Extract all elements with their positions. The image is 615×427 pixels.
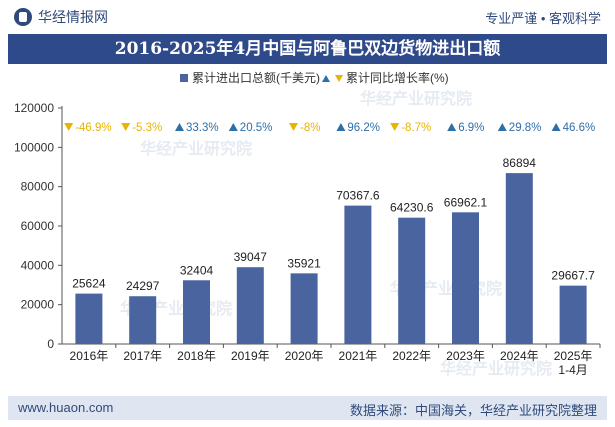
footer: www.huaon.com 数据来源：中国海关，华经产业研究院整理 (8, 396, 607, 420)
growth-rate-label: -8.7% (401, 122, 431, 134)
bar (183, 280, 210, 344)
bar (129, 296, 157, 344)
watermark-text: 华经产业研究院 (140, 139, 252, 158)
bar-value-label: 24297 (126, 279, 160, 293)
growth-labels: -46.9% -5.3% 33.3% 20.5% -8% 96.2% -8.7% 6.9% 29… (64, 122, 595, 134)
brand: 华经情报网 (14, 7, 108, 27)
growth-rate-label: -8% (300, 122, 320, 134)
growth-down-triangle-icon (64, 123, 74, 131)
top-bar: 华经情报网 专业严谨 • 客观科学 (0, 0, 615, 34)
growth-rate-label: 33.3% (186, 122, 219, 134)
bar-value-label: 25624 (72, 277, 106, 291)
x-tick-label: 2019年 (231, 349, 270, 363)
watermark-text: 华经产业研究院 (440, 359, 552, 378)
y-tick-label: 80000 (21, 180, 55, 194)
growth-rate-label: 96.2% (347, 122, 380, 134)
growth-down-triangle-icon (289, 123, 298, 131)
legend-bar-label: 累计进出口总额(千美元) (192, 71, 320, 85)
bar-value-label: 29667.7 (551, 269, 595, 283)
bar-value-label: 32404 (180, 263, 214, 277)
y-tick-label: 100000 (14, 140, 54, 154)
growth-up-triangle-icon (228, 123, 238, 131)
y-tick-label: 120000 (14, 101, 54, 115)
growth-rate-label: -5.3% (132, 122, 162, 134)
legend-down-triangle-icon (335, 75, 343, 82)
footer-website: www.huaon.com (18, 400, 114, 415)
legend-growth-label: 累计同比增长率(%) (346, 70, 449, 85)
growth-down-triangle-icon (121, 123, 131, 131)
bar-value-label: 66962.1 (444, 195, 488, 209)
growth-down-triangle-icon (390, 123, 400, 131)
tagline: 专业严谨 • 客观科学 (485, 11, 601, 26)
x-tick-label: 2024年 (500, 349, 539, 363)
x-tick-label: 2018年 (177, 349, 216, 363)
y-tick-label: 40000 (21, 258, 55, 272)
x-tick-label: 2021年 (339, 349, 378, 363)
bar (236, 267, 264, 344)
bar-value-label: 86894 (503, 156, 537, 170)
x-tick-label: 2017年 (123, 349, 162, 363)
growth-up-triangle-icon (551, 123, 561, 131)
legend-up-triangle-icon (322, 75, 330, 82)
bar (398, 217, 426, 344)
growth-rate-label: 46.6% (563, 122, 596, 134)
growth-up-triangle-icon (447, 123, 457, 131)
brand-logo-icon (14, 8, 32, 26)
chart-title: 2016-2025年4月中国与阿鲁巴双边货物进出口额 (8, 34, 607, 64)
growth-rate-label: 29.8% (509, 122, 542, 134)
y-tick-label: 60000 (21, 219, 55, 233)
bars: 25624 2016年 24297 2017年 32404 2018年 39047 2019年… (70, 156, 601, 377)
bar-value-label: 35921 (287, 256, 321, 270)
watermark-text: 华经产业研究院 (360, 89, 472, 108)
bar (290, 273, 318, 344)
bar-value-label: 39047 (234, 250, 268, 264)
growth-up-triangle-icon (336, 123, 346, 131)
bar-value-label: 64230.6 (390, 201, 434, 215)
growth-up-triangle-icon (175, 123, 184, 131)
x-tick-label: 2023年 (446, 349, 485, 363)
legend: 累计进出口总额(千美元) 累计同比增长率(%) (180, 70, 449, 85)
bar (75, 293, 103, 344)
x-tick-label: 2020年 (285, 349, 324, 363)
bar (559, 285, 587, 344)
bar-value-label: 70367.6 (336, 189, 380, 203)
bar (505, 173, 533, 344)
x-tick-label: 2016年 (70, 349, 109, 363)
brand-name: 华经情报网 (38, 9, 108, 25)
footer-source: 数据来源：中国海关，华经产业研究院整理 (349, 403, 597, 418)
legend-bar-swatch (180, 74, 188, 82)
growth-up-triangle-icon (497, 123, 507, 131)
growth-rate-label: 20.5% (240, 122, 273, 134)
x-tick-label: 2022年 (392, 349, 431, 363)
bar (344, 205, 372, 344)
growth-rate-label: 6.9% (458, 122, 484, 134)
growth-rate-label: -46.9% (75, 122, 111, 134)
y-tick-label: 20000 (21, 298, 55, 312)
y-tick-label: 0 (47, 337, 54, 351)
x-tick-label: 1-4月 (558, 363, 587, 377)
bar (452, 212, 479, 344)
x-tick-label: 2025年 (554, 349, 593, 363)
